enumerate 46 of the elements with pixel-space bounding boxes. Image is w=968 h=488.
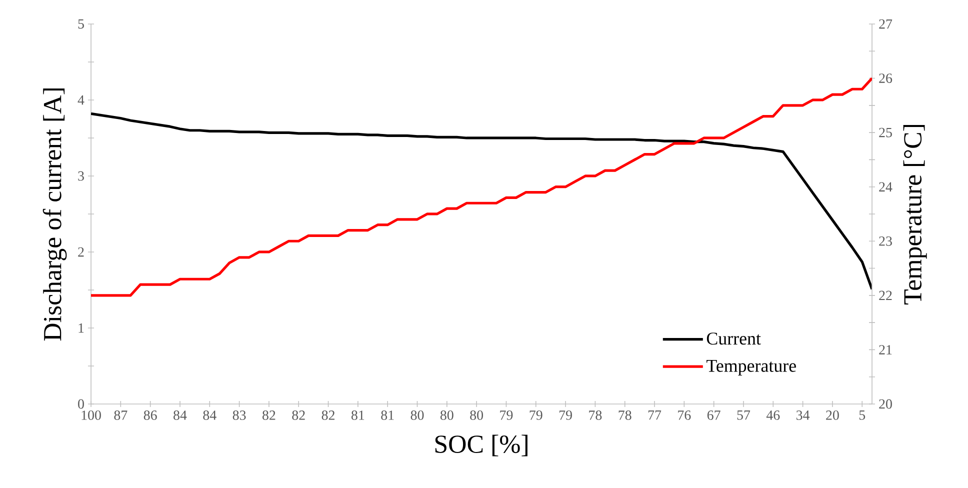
legend-label: Current — [706, 332, 761, 345]
x-tick-label: 57 — [737, 410, 750, 420]
x-tick-label: 5 — [859, 410, 866, 420]
y2-tick-label: 22 — [879, 290, 892, 300]
y-tick-label: 4 — [78, 95, 84, 105]
x-tick-label: 84 — [174, 410, 187, 420]
y2-tick-label: 25 — [879, 128, 892, 138]
y2-tick-label: 24 — [879, 182, 892, 192]
x-tick-label: 83 — [232, 410, 246, 420]
x-tick-label: 81 — [381, 410, 394, 420]
x-tick-label: 78 — [589, 410, 602, 420]
y2-axis-title: Temperature [°C] — [903, 124, 927, 304]
x-tick-label: 80 — [410, 410, 424, 420]
x-tick-label: 82 — [322, 410, 334, 420]
x-tick-label: 82 — [262, 410, 276, 420]
x-tick-label: 84 — [203, 410, 216, 420]
x-tick-label: 100 — [82, 410, 101, 420]
y-tick-label: 5 — [78, 19, 84, 29]
legend-label: Temperature — [706, 360, 796, 376]
y2-tick-label: 21 — [879, 345, 892, 354]
x-tick-label: 34 — [796, 410, 810, 420]
y2-tick-label: 26 — [879, 74, 892, 83]
y2-tick-label: 20 — [879, 399, 892, 409]
y-tick-label: 3 — [78, 171, 84, 181]
y-tick-label: 1 — [78, 323, 84, 333]
x-tick-label: 80 — [440, 410, 454, 420]
x-tick-label: 79 — [530, 410, 542, 420]
x-tick-label: 77 — [648, 410, 662, 420]
x-tick-label: 20 — [826, 410, 839, 420]
x-tick-label: 67 — [707, 410, 720, 420]
y2-tick-label: 27 — [879, 19, 892, 29]
x-tick-label: 86 — [144, 410, 157, 420]
x-tick-label: 80 — [470, 410, 483, 420]
y-tick-label: 2 — [78, 247, 84, 257]
y-tick-label: 0 — [78, 399, 84, 409]
x-tick-label: 76 — [678, 410, 691, 420]
x-tick-label: 78 — [618, 410, 632, 420]
y-axis-title: Discharge of current [A] — [42, 88, 67, 341]
x-tick-label: 87 — [114, 410, 128, 420]
x-tick-label: 79 — [500, 410, 513, 420]
x-tick-label: 79 — [559, 410, 572, 420]
x-axis-title: SOC [%] — [435, 434, 528, 456]
x-tick-label: 82 — [292, 410, 305, 420]
x-tick-label: 81 — [351, 410, 364, 420]
y2-tick-label: 23 — [879, 236, 892, 246]
x-tick-label: 46 — [766, 410, 780, 420]
